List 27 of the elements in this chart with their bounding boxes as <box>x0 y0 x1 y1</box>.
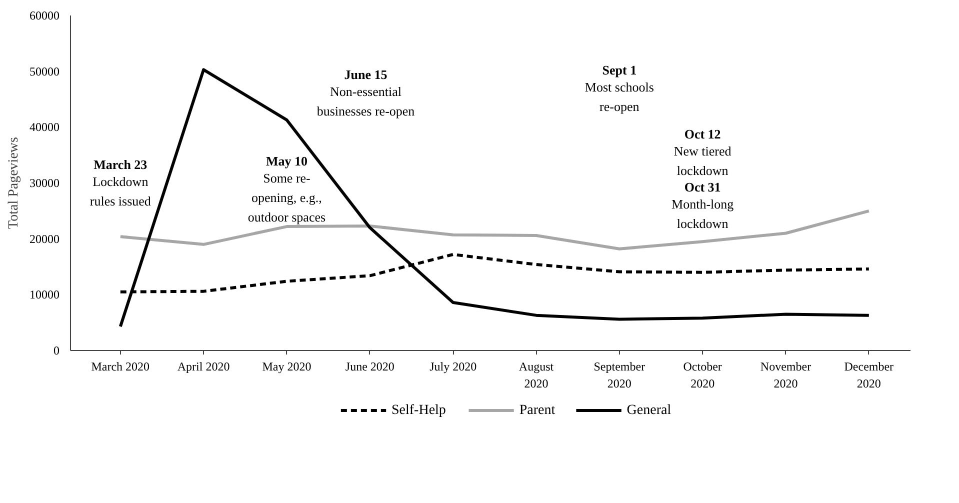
annotation: May 10 Some re- opening, e.g., outdoor spaces <box>248 154 326 225</box>
x-tick-label: March 2020 <box>91 360 150 374</box>
y-tick-label: 60000 <box>30 8 60 22</box>
y-axis-title: Total Pageviews <box>6 137 22 229</box>
x-tick-label: July 2020 <box>430 360 477 374</box>
y-tick-label: 50000 <box>30 64 60 78</box>
annotation: March 23 Lockdown rules issued <box>90 156 152 208</box>
legend-label: General <box>626 403 672 418</box>
y-tick-label: 30000 <box>30 176 60 190</box>
legend-label: Parent <box>519 403 556 418</box>
y-tick-label: 40000 <box>30 120 60 134</box>
x-tick-label: May 2020 <box>262 360 312 374</box>
annotation: Sept 1 Most schools re-open <box>584 62 654 114</box>
annotation: Oct 31 Month-long lockdown <box>672 180 734 232</box>
y-tick-label: 10000 <box>30 288 60 302</box>
x-tick-label: April 2020 <box>177 360 230 374</box>
legend-label: Self-Help <box>392 403 446 418</box>
annotation: Oct 12 New tiered lockdown <box>674 126 732 178</box>
y-tick-label: 0 <box>54 344 60 358</box>
x-tick-label: August 2020 <box>518 360 554 390</box>
y-tick-label: 20000 <box>30 232 60 246</box>
x-tick-label: June 2020 <box>345 360 394 374</box>
x-tick-label: December 2020 <box>844 360 894 390</box>
x-tick-label: October 2020 <box>683 360 722 390</box>
x-tick-label: November 2020 <box>760 360 812 390</box>
x-tick-label: September 2020 <box>594 360 646 390</box>
annotation: June 15 Non-essential businesses re-open <box>316 66 416 118</box>
